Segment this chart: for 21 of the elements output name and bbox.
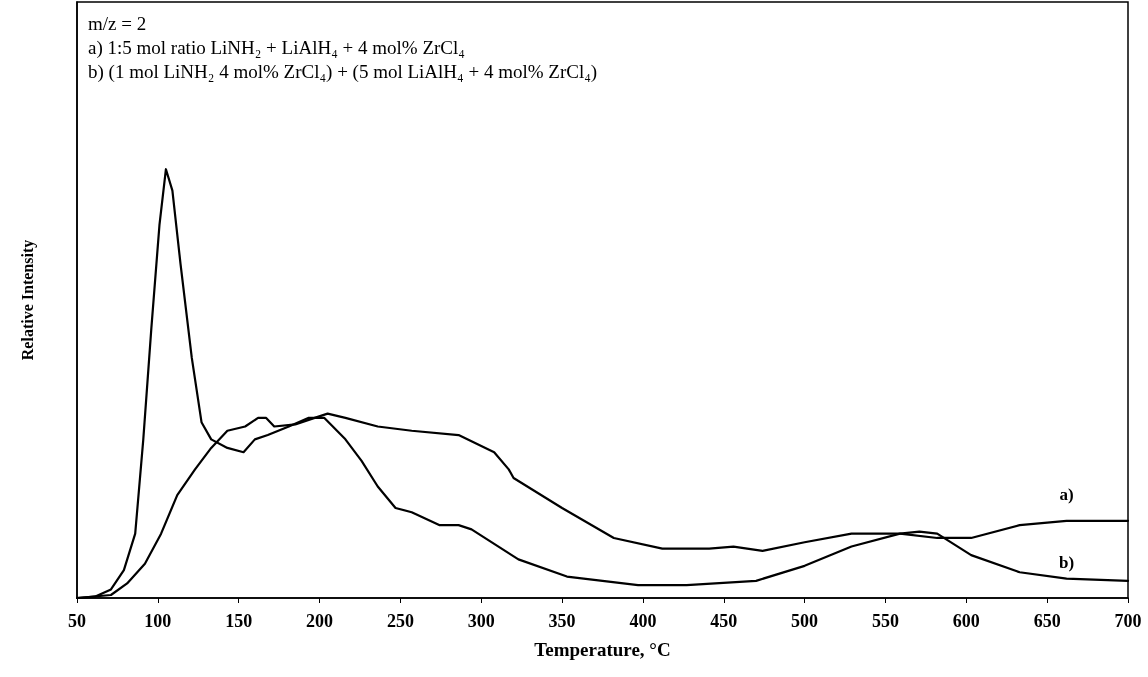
x-tick-label: 700: [1114, 611, 1142, 631]
x-tick-label: 50: [68, 611, 86, 631]
x-tick-label: 450: [710, 611, 738, 631]
x-tick-label: 400: [629, 611, 657, 631]
x-tick-label: 550: [871, 611, 899, 631]
x-tick-label: 500: [791, 611, 819, 631]
x-tick-label: 600: [952, 611, 980, 631]
x-tick-label: 200: [306, 611, 334, 631]
x-axis-title: Temperature, °C: [534, 639, 671, 660]
series-label: b): [1058, 552, 1075, 572]
x-tick-label: 100: [144, 611, 172, 631]
text: m/z = 2: [88, 13, 147, 34]
y-axis-title: Relative Intensity: [18, 239, 37, 361]
text: b) (1 mol LiNH₂ 4 mol% ZrCl₄) + (5 mol LiAlH₄ + 4 mol% ZrCl₄): [88, 61, 598, 83]
x-tick-label: 300: [467, 611, 495, 631]
series-label: a): [1059, 484, 1074, 504]
x-tick-label: 150: [225, 611, 253, 631]
x-tick-label: 650: [1033, 611, 1061, 631]
x-tick-label: 250: [386, 611, 414, 631]
text: a) 1:5 mol ratio LiNH₂ + LiAlH₄ + 4 mol% ZrCl₄: [88, 37, 465, 59]
x-tick-label: 350: [548, 611, 576, 631]
